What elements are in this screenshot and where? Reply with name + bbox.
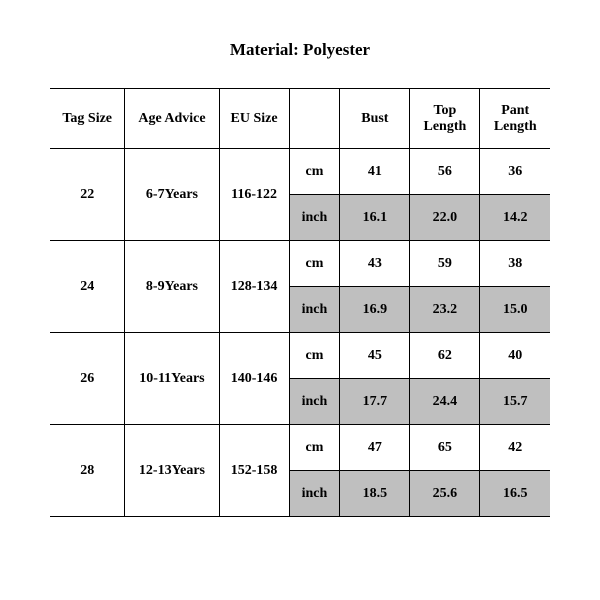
cell-unit-cm: cm xyxy=(289,425,340,471)
cell-unit-inch: inch xyxy=(289,471,340,517)
cell-pant-length: 16.5 xyxy=(480,471,550,517)
cell-top-length: 25.6 xyxy=(410,471,480,517)
cell-eu-size: 140-146 xyxy=(219,333,289,425)
cell-bust: 41 xyxy=(340,149,410,195)
cell-bust: 16.1 xyxy=(340,195,410,241)
cell-unit-cm: cm xyxy=(289,333,340,379)
cell-pant-length: 14.2 xyxy=(480,195,550,241)
col-header-age-advice: Age Advice xyxy=(125,89,219,149)
cell-age-advice: 6-7Years xyxy=(125,149,219,241)
cell-bust: 18.5 xyxy=(340,471,410,517)
cell-age-advice: 10-11Years xyxy=(125,333,219,425)
cell-bust: 47 xyxy=(340,425,410,471)
material-title: Material: Polyester xyxy=(50,40,550,60)
cell-unit-inch: inch xyxy=(289,379,340,425)
cell-tag-size: 22 xyxy=(50,149,125,241)
table-header-row: Tag Size Age Advice EU Size Bust Top Len… xyxy=(50,89,550,149)
table-body: 22 6-7Years 116-122 cm 41 56 36 inch 16.… xyxy=(50,149,550,517)
cell-tag-size: 24 xyxy=(50,241,125,333)
cell-unit-inch: inch xyxy=(289,195,340,241)
cell-top-length: 24.4 xyxy=(410,379,480,425)
cell-top-length: 65 xyxy=(410,425,480,471)
cell-bust: 16.9 xyxy=(340,287,410,333)
col-header-bust: Bust xyxy=(340,89,410,149)
cell-eu-size: 128-134 xyxy=(219,241,289,333)
col-header-pant-length: Pant Length xyxy=(480,89,550,149)
table-row: 26 10-11Years 140-146 cm 45 62 40 xyxy=(50,333,550,379)
col-header-unit xyxy=(289,89,340,149)
cell-top-length: 59 xyxy=(410,241,480,287)
size-table: Tag Size Age Advice EU Size Bust Top Len… xyxy=(50,88,550,517)
table-row: 22 6-7Years 116-122 cm 41 56 36 xyxy=(50,149,550,195)
cell-tag-size: 26 xyxy=(50,333,125,425)
cell-age-advice: 8-9Years xyxy=(125,241,219,333)
cell-tag-size: 28 xyxy=(50,425,125,517)
table-row: 28 12-13Years 152-158 cm 47 65 42 xyxy=(50,425,550,471)
table-row: 24 8-9Years 128-134 cm 43 59 38 xyxy=(50,241,550,287)
col-header-tag-size: Tag Size xyxy=(50,89,125,149)
cell-pant-length: 36 xyxy=(480,149,550,195)
cell-top-length: 56 xyxy=(410,149,480,195)
cell-unit-cm: cm xyxy=(289,149,340,195)
cell-bust: 45 xyxy=(340,333,410,379)
cell-pant-length: 15.7 xyxy=(480,379,550,425)
cell-unit-inch: inch xyxy=(289,287,340,333)
cell-pant-length: 38 xyxy=(480,241,550,287)
cell-bust: 17.7 xyxy=(340,379,410,425)
cell-unit-cm: cm xyxy=(289,241,340,287)
cell-bust: 43 xyxy=(340,241,410,287)
col-header-top-length: Top Length xyxy=(410,89,480,149)
cell-pant-length: 15.0 xyxy=(480,287,550,333)
page: Material: Polyester Tag Size Age Advice … xyxy=(0,0,600,600)
cell-top-length: 23.2 xyxy=(410,287,480,333)
cell-age-advice: 12-13Years xyxy=(125,425,219,517)
col-header-eu-size: EU Size xyxy=(219,89,289,149)
cell-eu-size: 152-158 xyxy=(219,425,289,517)
cell-eu-size: 116-122 xyxy=(219,149,289,241)
cell-pant-length: 40 xyxy=(480,333,550,379)
cell-pant-length: 42 xyxy=(480,425,550,471)
cell-top-length: 62 xyxy=(410,333,480,379)
cell-top-length: 22.0 xyxy=(410,195,480,241)
